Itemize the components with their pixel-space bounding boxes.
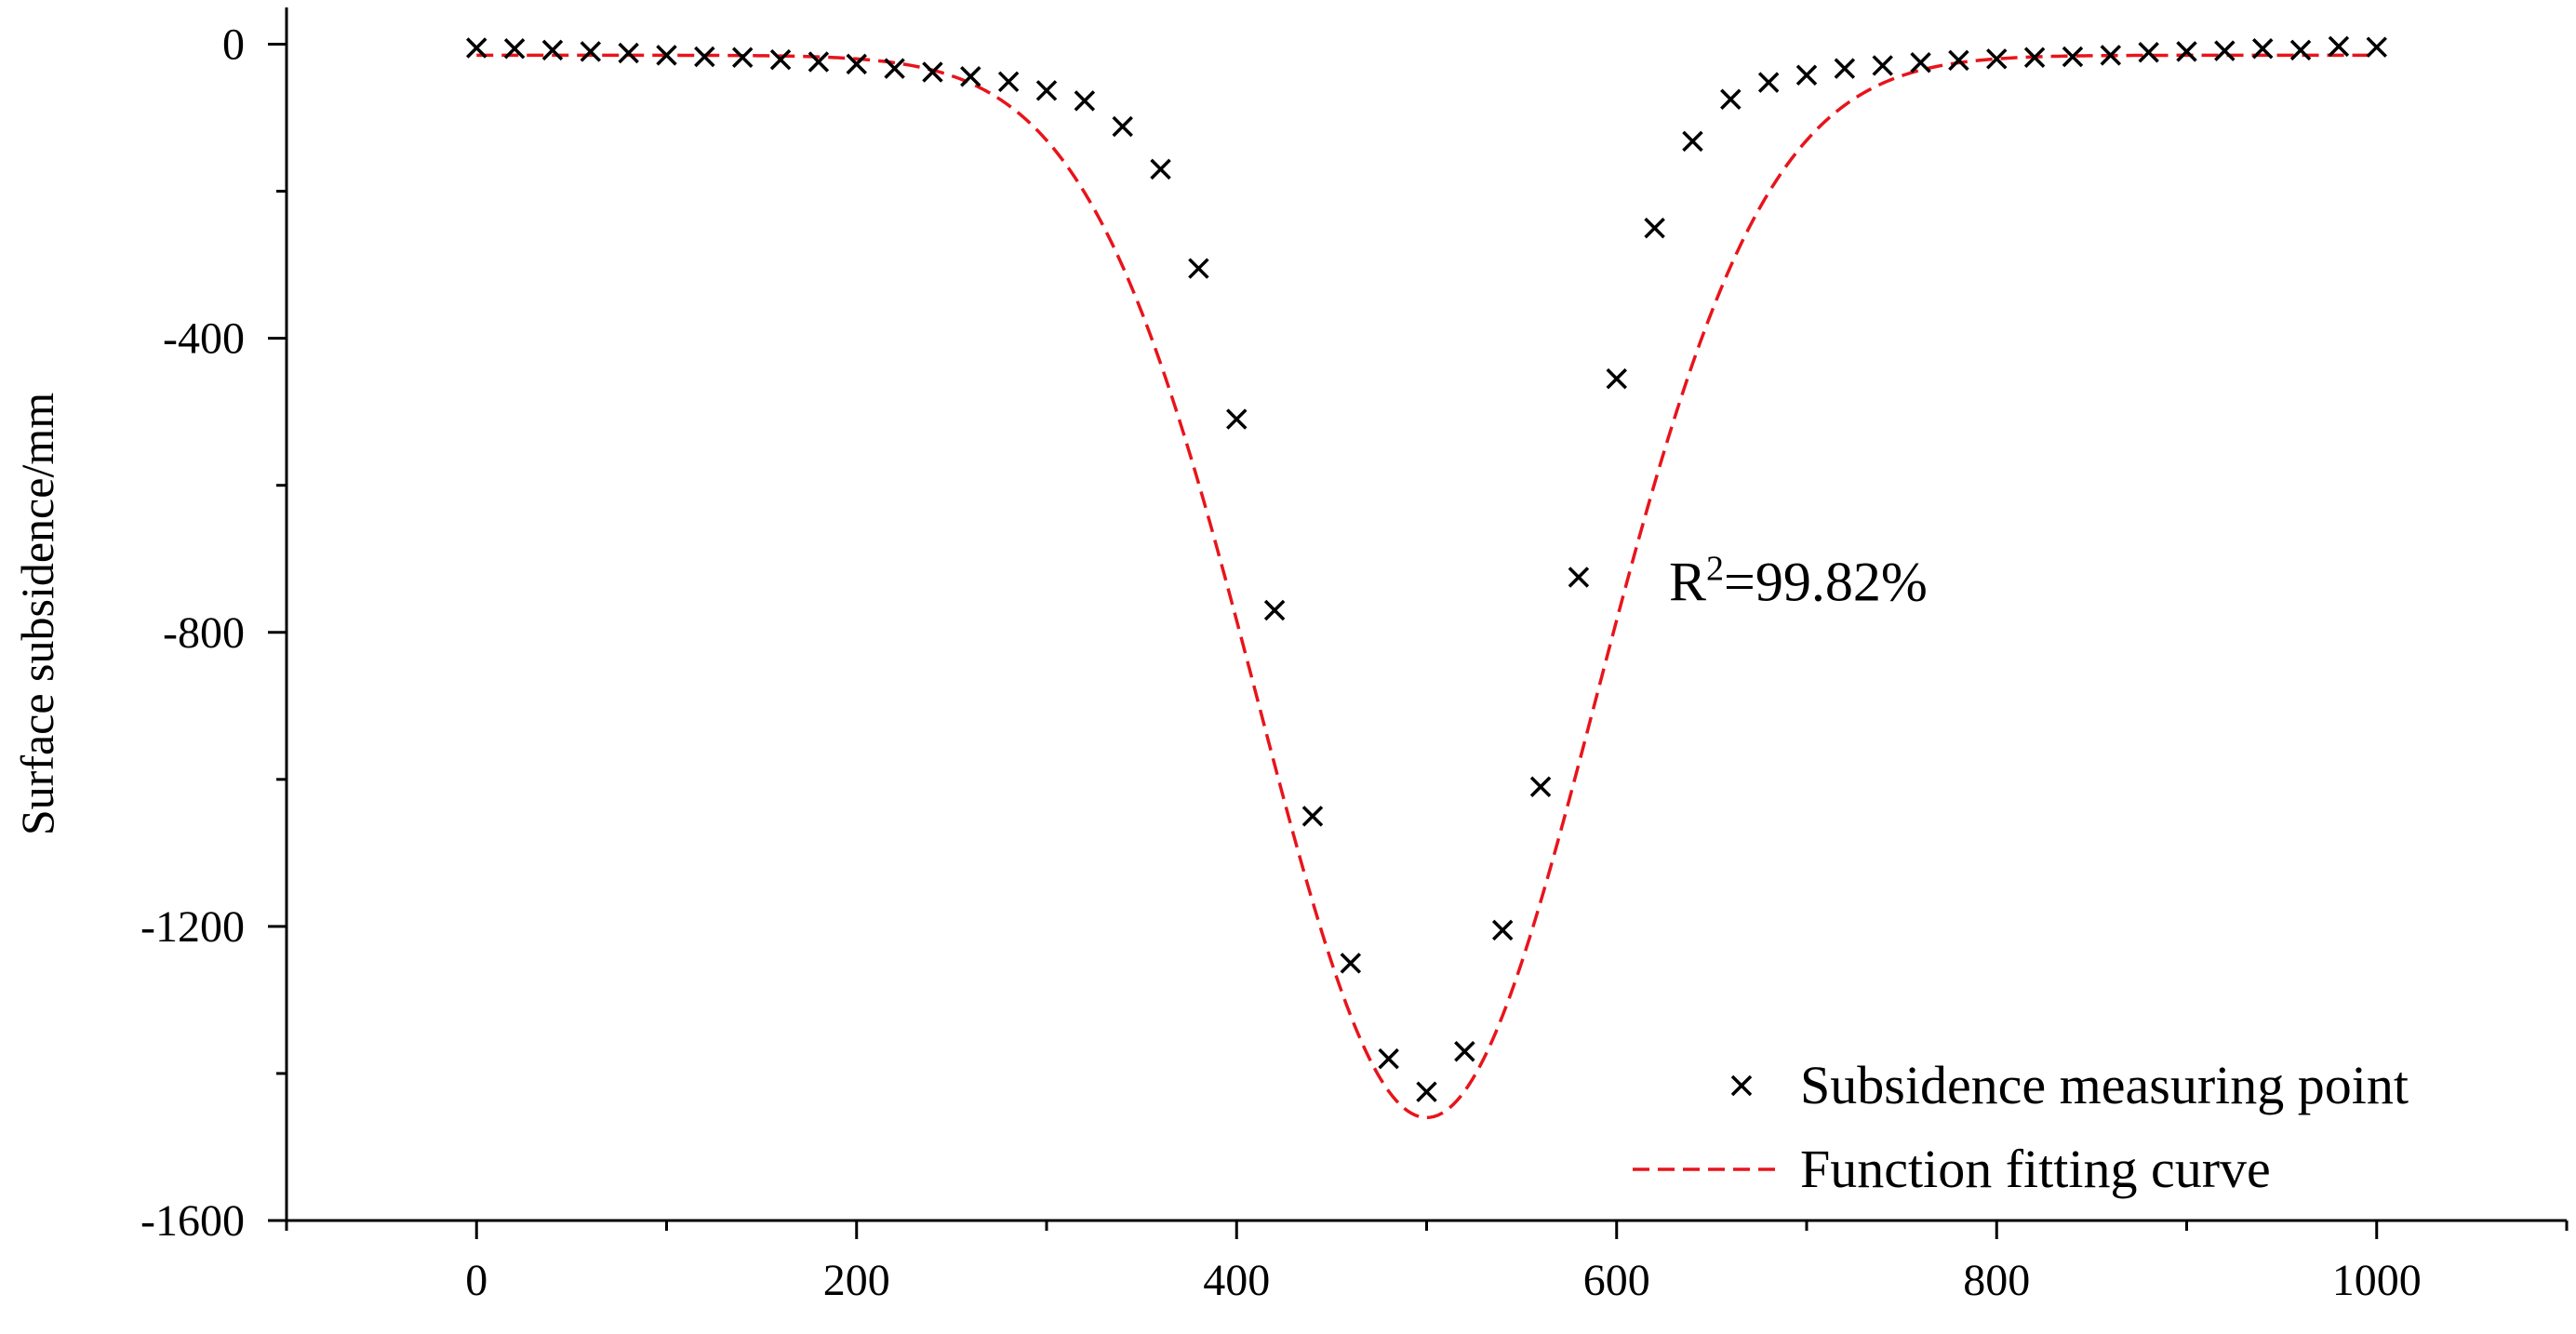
axes	[268, 7, 2569, 1239]
measuring-point-marker	[846, 53, 867, 75]
legend-label-curve: Function fitting curve	[1800, 1139, 2271, 1199]
measuring-point-marker	[1720, 88, 1742, 111]
measuring-point-marker	[1112, 115, 1133, 138]
measuring-point-marker	[1188, 258, 1209, 279]
legend: Subsidence measuring point Function fitti…	[1633, 1055, 2409, 1199]
measuring-point-marker	[618, 42, 639, 64]
measuring-point-marker	[1606, 367, 1627, 390]
measuring-point-marker	[1074, 90, 1096, 112]
x-tick-label: 800	[1963, 1256, 2030, 1305]
x-tick-label: 1000	[2332, 1256, 2422, 1305]
measuring-point-marker	[2366, 36, 2387, 58]
measuring-point-marker	[2214, 40, 2236, 61]
measuring-point-marker	[1454, 1040, 1475, 1062]
measuring-point-marker	[1834, 58, 1856, 79]
measuring-point-marker	[694, 46, 715, 68]
measuring-point-marker	[960, 66, 981, 87]
measuring-point-marker	[1226, 408, 1248, 430]
measuring-point-marker	[1795, 64, 1818, 86]
measuring-point-marker	[1416, 1081, 1437, 1102]
measuring-point-marker	[2176, 41, 2197, 62]
measuring-point-marker	[1986, 48, 2008, 70]
measuring-point-marker	[2328, 35, 2350, 58]
measuring-point-marker	[656, 45, 677, 66]
measuring-point-marker	[2138, 41, 2159, 63]
y-tick-label: -1600	[140, 1196, 245, 1246]
measuring-point-marker	[503, 38, 526, 60]
measuring-point-marker	[580, 41, 602, 62]
fitting-curve-line	[476, 53, 2377, 1120]
legend-marker-points	[1730, 1074, 1753, 1097]
measuring-point-marker	[2251, 38, 2274, 60]
y-axis-label: Surface subsidence/mm	[11, 393, 63, 835]
measuring-points-layer	[466, 35, 2387, 1102]
measuring-point-marker	[1150, 158, 1171, 180]
measuring-point-marker	[1301, 806, 1324, 827]
measuring-point-marker	[997, 71, 1020, 93]
measuring-point-marker	[2100, 45, 2122, 66]
measuring-point-marker	[1682, 130, 1703, 153]
r-squared-annotation: R2=99.82%	[1669, 549, 1928, 612]
measuring-point-marker	[1340, 953, 1362, 974]
measuring-point-marker	[884, 58, 905, 79]
measuring-point-marker	[2289, 39, 2312, 61]
measuring-point-marker	[1644, 217, 1665, 239]
legend-label-points: Subsidence measuring point	[1800, 1055, 2409, 1115]
y-tick-label: -800	[163, 608, 245, 658]
measuring-point-marker	[1378, 1047, 1399, 1070]
measuring-point-marker	[769, 48, 792, 71]
measuring-point-marker	[1491, 919, 1514, 941]
fitting-curve-layer	[476, 53, 2377, 1120]
measuring-point-marker	[2023, 47, 2046, 68]
measuring-point-marker	[922, 61, 943, 83]
measuring-point-marker	[466, 37, 487, 59]
x-tick-label: 0	[465, 1256, 487, 1305]
measuring-point-marker	[1910, 52, 1931, 73]
y-tick-label: -1200	[140, 902, 245, 952]
measuring-point-marker	[1948, 49, 1969, 72]
measuring-point-marker	[1035, 80, 1058, 101]
measuring-point-marker	[1529, 776, 1552, 797]
x-tick-label: 400	[1203, 1256, 1270, 1305]
x-tick-label: 600	[1583, 1256, 1650, 1305]
measuring-point-marker	[808, 51, 830, 73]
measuring-point-marker	[1757, 72, 1780, 93]
measuring-point-marker	[541, 39, 564, 61]
measuring-point-marker	[2062, 46, 2084, 68]
labels-layer: 0 200 400 600 800 1000 0 -400 -800 -1200 -1600 Surf…	[11, 20, 2422, 1305]
measuring-point-marker	[1568, 567, 1590, 588]
y-tick-label: 0	[222, 20, 245, 70]
y-tick-label: -400	[163, 314, 245, 364]
measuring-point-marker	[731, 47, 754, 68]
measuring-point-marker	[1872, 55, 1893, 76]
x-tick-label: 200	[823, 1256, 890, 1305]
measuring-point-marker	[1263, 599, 1286, 621]
